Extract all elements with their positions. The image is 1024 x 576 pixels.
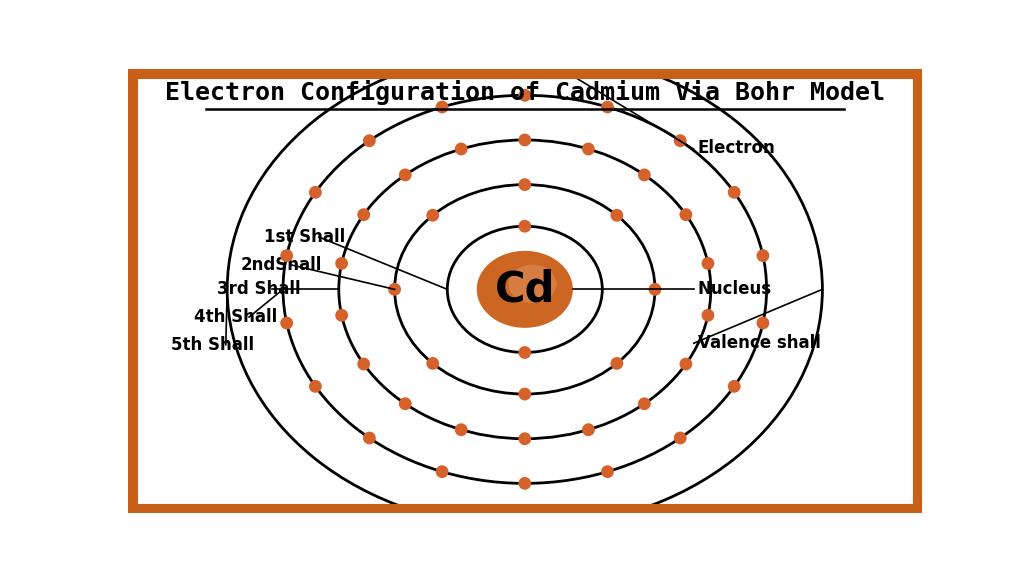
Point <box>334 310 350 320</box>
Point <box>726 382 742 391</box>
Point <box>516 46 532 55</box>
Point <box>672 136 688 145</box>
Point <box>397 399 414 408</box>
Text: Nucleus: Nucleus <box>697 281 772 298</box>
Ellipse shape <box>477 251 572 328</box>
Point <box>516 434 532 444</box>
Text: 3rd Shall: 3rd Shall <box>217 281 301 298</box>
Text: 4th Shall: 4th Shall <box>194 308 278 326</box>
Point <box>636 399 652 408</box>
Point <box>516 180 532 190</box>
Point <box>599 103 615 112</box>
Point <box>279 251 295 260</box>
Point <box>678 359 694 369</box>
Point <box>699 259 716 268</box>
Text: Electron Configuration of Cadmium Via Bohr Model: Electron Configuration of Cadmium Via Bo… <box>165 79 885 105</box>
Point <box>516 389 532 399</box>
Point <box>334 259 350 268</box>
Text: Valence shall: Valence shall <box>697 334 820 353</box>
Point <box>516 348 532 357</box>
Point <box>516 135 532 145</box>
Text: 2ndShall: 2ndShall <box>241 256 322 274</box>
Point <box>361 433 378 442</box>
Point <box>397 170 414 180</box>
Point <box>307 382 324 391</box>
Text: Cd: Cd <box>495 268 555 310</box>
Point <box>581 425 597 434</box>
Ellipse shape <box>509 265 557 303</box>
Point <box>755 251 771 260</box>
Point <box>279 319 295 328</box>
Point <box>361 136 378 145</box>
Point <box>434 103 451 112</box>
Point <box>608 359 625 368</box>
Point <box>434 467 451 476</box>
Point <box>386 285 402 294</box>
Point <box>755 319 771 328</box>
Text: 5th Shall: 5th Shall <box>171 336 254 354</box>
Point <box>355 359 372 369</box>
Point <box>672 433 688 442</box>
Point <box>425 211 441 220</box>
Point <box>608 211 625 220</box>
Point <box>453 145 469 154</box>
Point <box>636 170 652 180</box>
Text: 1st Shall: 1st Shall <box>263 228 345 246</box>
Point <box>516 90 532 100</box>
Point <box>678 210 694 219</box>
Point <box>726 188 742 197</box>
Point <box>599 467 615 476</box>
Point <box>516 524 532 533</box>
Point <box>581 145 597 154</box>
Point <box>355 210 372 219</box>
Point <box>699 310 716 320</box>
Point <box>453 425 469 434</box>
Point <box>425 359 441 368</box>
Point <box>307 188 324 197</box>
Point <box>516 222 532 231</box>
Text: Electron: Electron <box>697 139 775 157</box>
Point <box>647 285 664 294</box>
Point <box>516 479 532 488</box>
